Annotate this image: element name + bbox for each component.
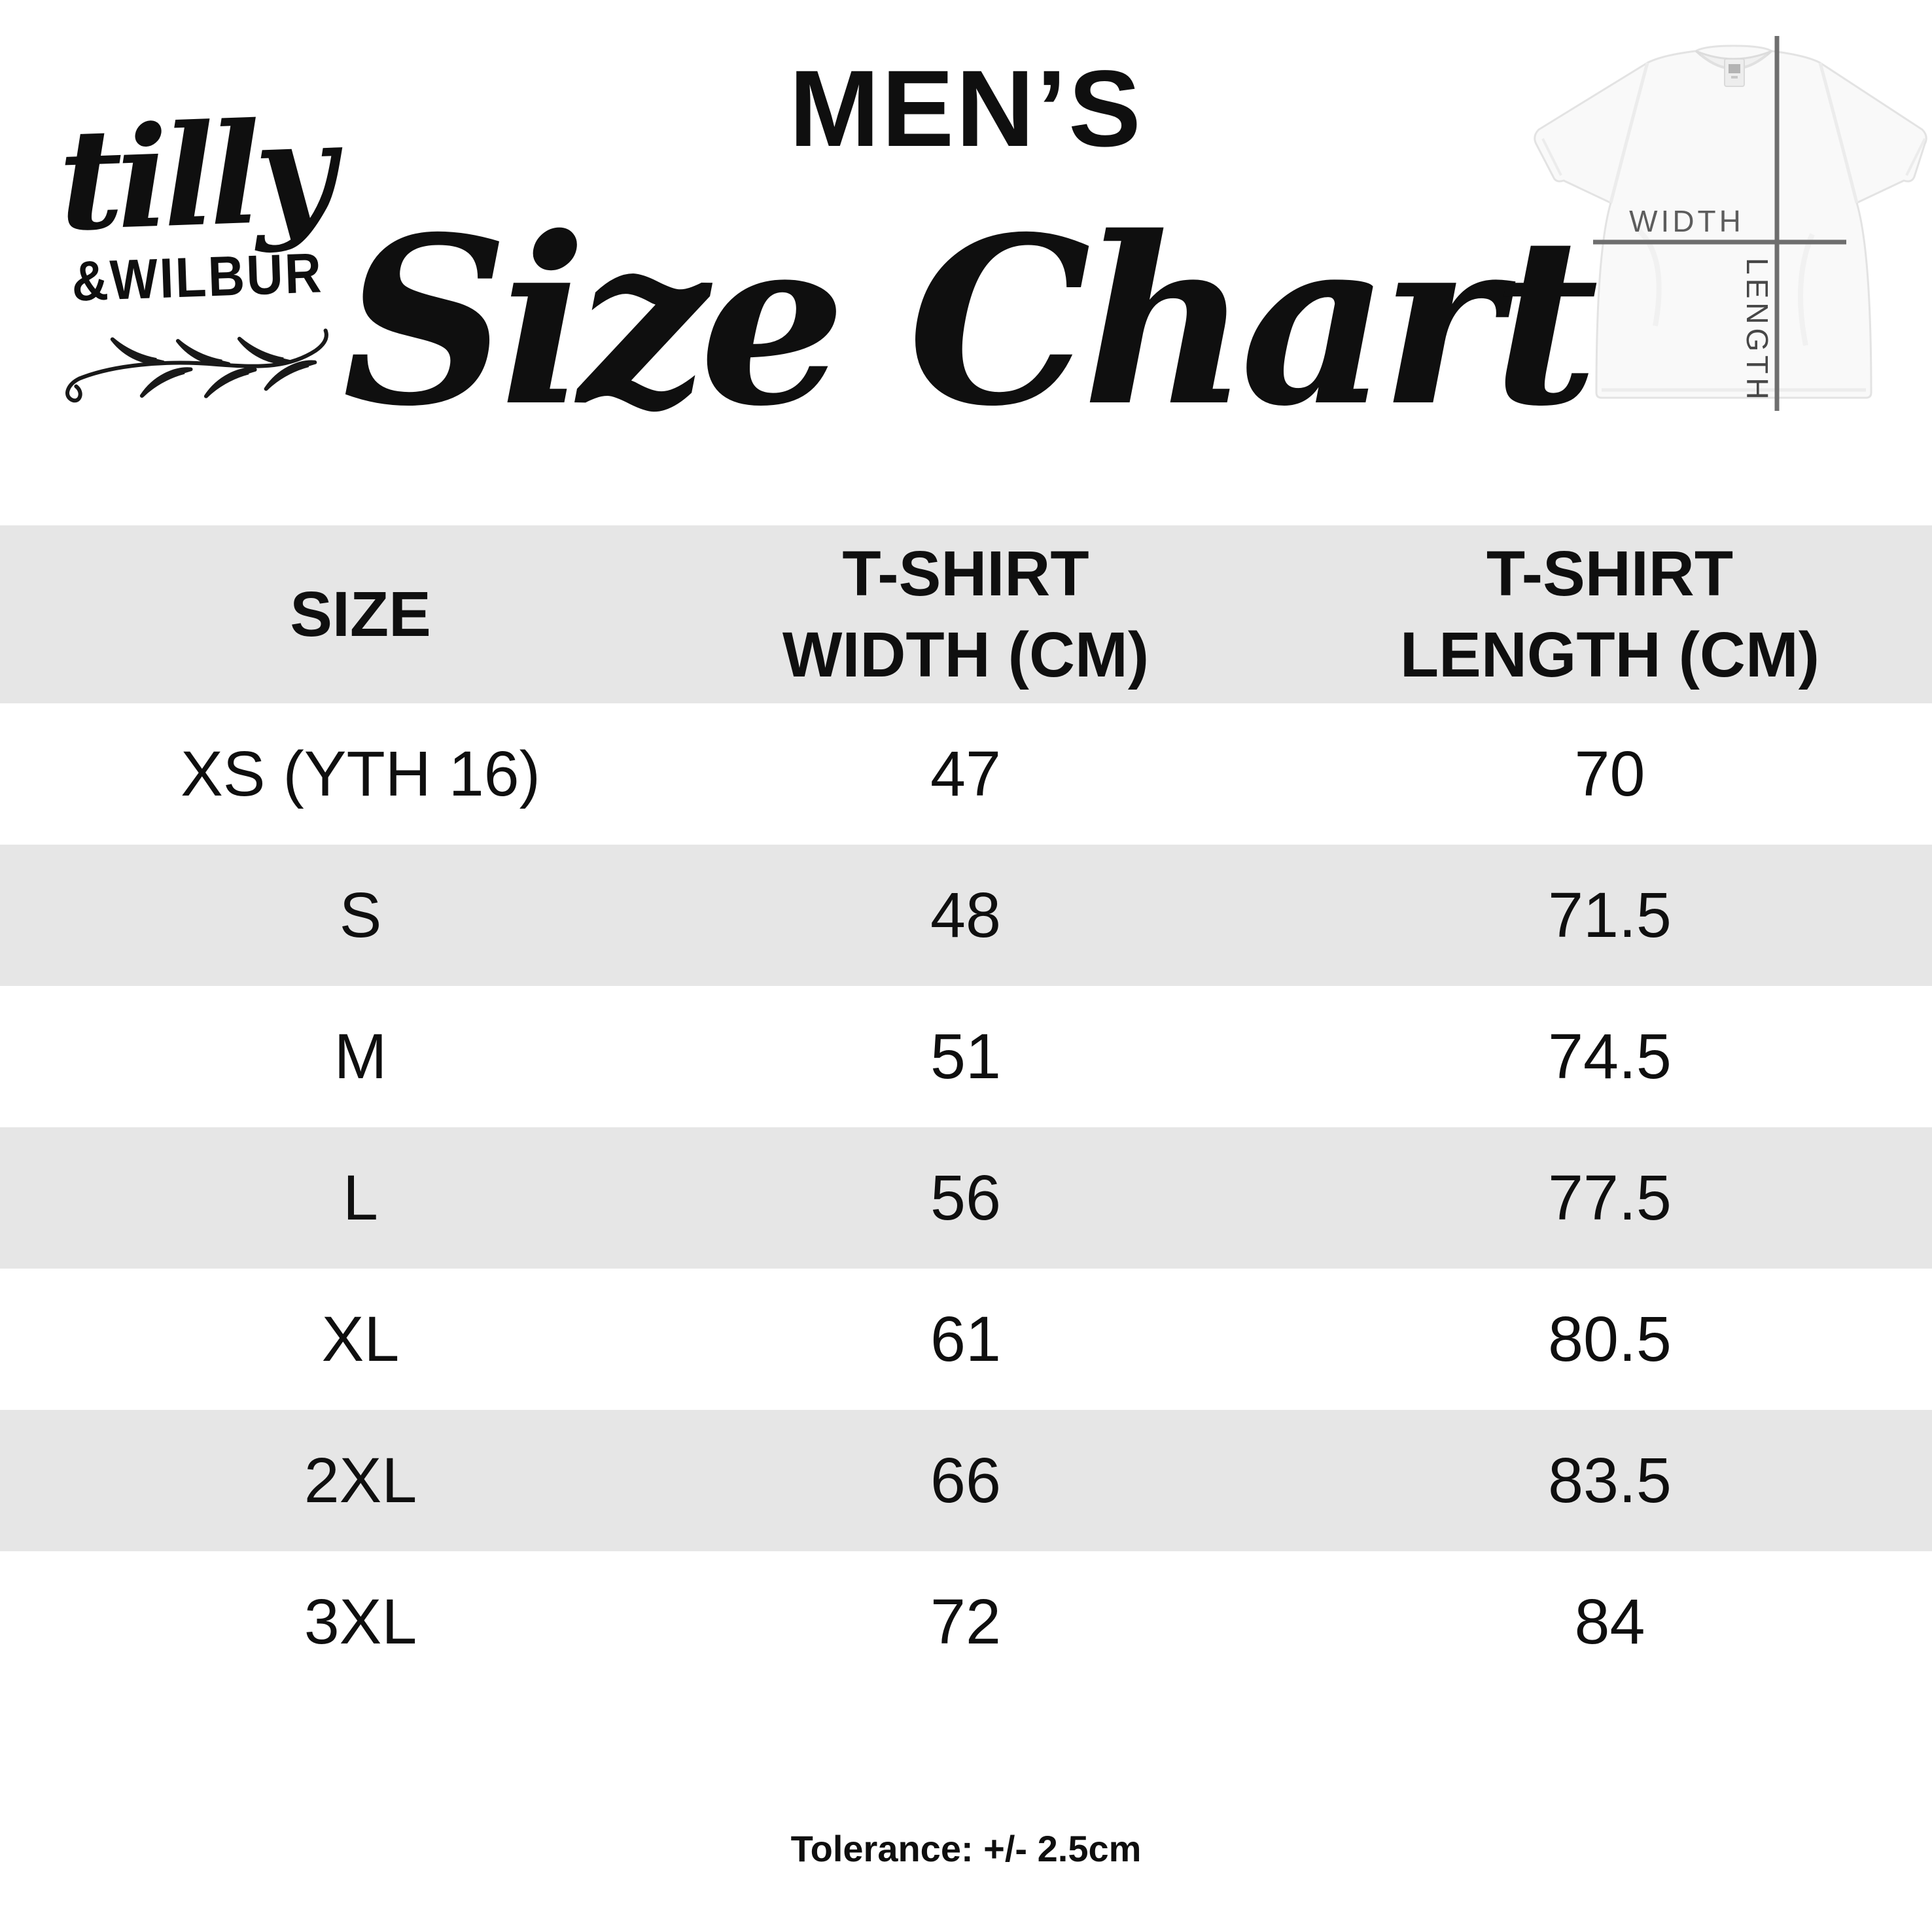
table-header-row: SIZE T-SHIRT WIDTH (CM) T-SHIRT LENGTH (… <box>0 525 1932 703</box>
category-title: MEN’S <box>789 48 1143 169</box>
length-value: 84 <box>1574 1586 1645 1657</box>
length-value: 70 <box>1574 738 1645 809</box>
page-title: Size Chart <box>342 186 1599 457</box>
brand-logo: tilly &WILBUR <box>46 90 348 426</box>
length-value: 83.5 <box>1548 1445 1672 1516</box>
width-value: 61 <box>930 1303 1001 1375</box>
size-label: L <box>343 1162 378 1233</box>
size-label: XL <box>321 1303 400 1375</box>
length-label: LENGTH <box>1740 258 1774 404</box>
length-value: 80.5 <box>1548 1303 1672 1375</box>
width-value: 51 <box>930 1021 1001 1092</box>
column-header-length: T-SHIRT LENGTH (CM) <box>1399 537 1820 690</box>
width-value: 48 <box>930 879 1001 951</box>
table-row: L 56 77.5 <box>0 1127 1932 1269</box>
size-label: XS (YTH 16) <box>181 738 540 809</box>
length-value: 71.5 <box>1548 879 1672 951</box>
width-value: 66 <box>930 1445 1001 1516</box>
width-value: 72 <box>930 1586 1001 1657</box>
size-label: S <box>339 879 382 951</box>
table-row: XS (YTH 16) 47 70 <box>0 703 1932 845</box>
column-header-width: T-SHIRT WIDTH (CM) <box>782 537 1150 690</box>
length-value: 77.5 <box>1548 1162 1672 1233</box>
table-row: S 48 71.5 <box>0 845 1932 986</box>
width-value: 56 <box>930 1162 1001 1233</box>
length-value: 74.5 <box>1548 1021 1672 1092</box>
tshirt-icon: WIDTH LENGTH <box>1534 36 1927 411</box>
size-label: 3XL <box>304 1586 417 1657</box>
tshirt-measurement-diagram: WIDTH LENGTH <box>1498 18 1932 440</box>
table-row: M 51 74.5 <box>0 986 1932 1127</box>
table-row: XL 61 80.5 <box>0 1269 1932 1410</box>
width-label: WIDTH <box>1629 204 1744 238</box>
tolerance-note: Tolerance: +/- 2.5cm <box>790 1828 1142 1869</box>
column-header-size: SIZE <box>290 578 431 650</box>
size-table: SIZE T-SHIRT WIDTH (CM) T-SHIRT LENGTH (… <box>0 525 1932 1693</box>
width-value: 47 <box>930 738 1001 809</box>
laurel-branch-icon <box>53 315 348 426</box>
table-row: 2XL 66 83.5 <box>0 1410 1932 1551</box>
size-label: M <box>334 1021 387 1092</box>
neck-tag <box>1724 58 1745 87</box>
table-row: 3XL 72 84 <box>0 1551 1932 1693</box>
size-label: 2XL <box>304 1445 417 1516</box>
